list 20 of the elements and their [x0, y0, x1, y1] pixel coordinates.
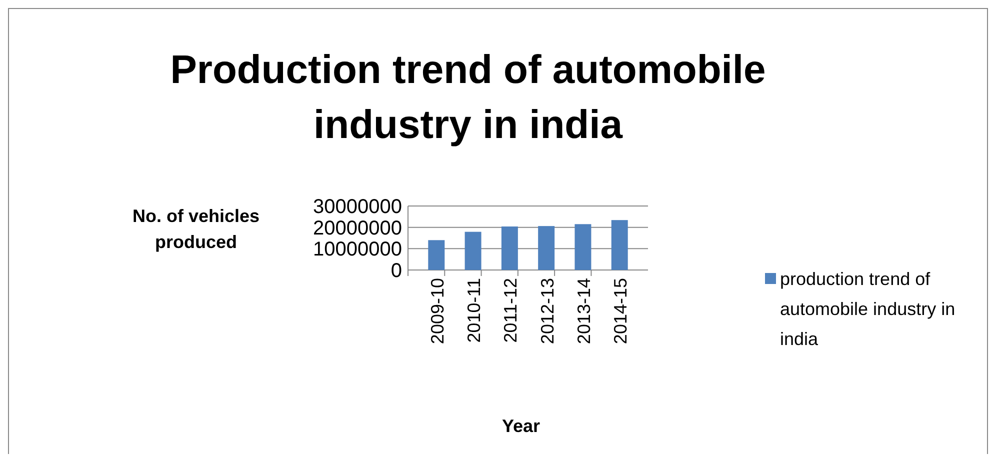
bar [428, 240, 445, 270]
x-tick-label: 2013-14 [574, 278, 594, 344]
x-tick-label: 2009-10 [427, 278, 448, 344]
y-tick-label: 20000000 [313, 217, 402, 240]
x-axis-title: Year [502, 416, 540, 436]
bar [611, 220, 628, 270]
x-tick-label: 2011-12 [500, 278, 521, 343]
x-tick-label: 2010-11 [464, 278, 484, 343]
y-tick-label: 10000000 [313, 238, 402, 261]
x-tick-label: 2014-15 [610, 278, 631, 344]
legend-label: production trend of automobile industry in india [780, 269, 956, 349]
x-tick-label: 2012-13 [537, 278, 558, 344]
y-tick-label: 0 [390, 260, 402, 282]
y-axis-title: No. of vehicles produced [132, 206, 260, 252]
bar [538, 226, 555, 270]
bar [501, 226, 518, 270]
chart-title: Production trend of automobile industry in india [170, 48, 766, 147]
y-tick-label: 30000000 [313, 196, 402, 218]
bar [574, 224, 592, 270]
bar [464, 232, 482, 270]
